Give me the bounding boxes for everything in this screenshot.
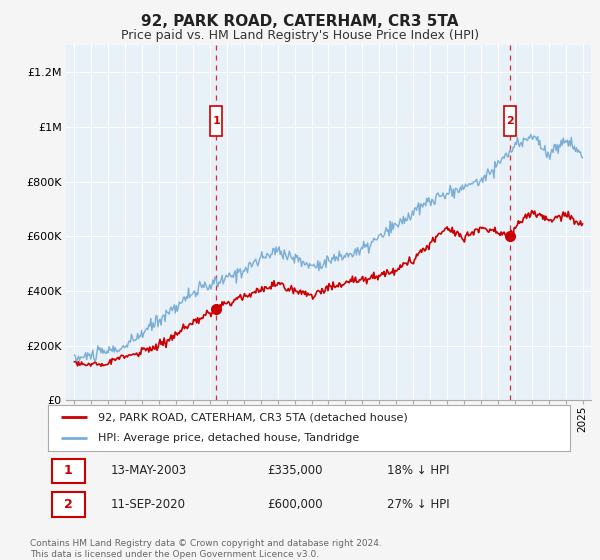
- Text: 92, PARK ROAD, CATERHAM, CR3 5TA (detached house): 92, PARK ROAD, CATERHAM, CR3 5TA (detach…: [98, 412, 407, 422]
- FancyBboxPatch shape: [210, 106, 222, 137]
- FancyBboxPatch shape: [504, 106, 515, 137]
- Text: 1: 1: [212, 116, 220, 127]
- Text: 13-MAY-2003: 13-MAY-2003: [110, 464, 187, 478]
- Text: 2: 2: [64, 498, 73, 511]
- Text: Price paid vs. HM Land Registry's House Price Index (HPI): Price paid vs. HM Land Registry's House …: [121, 29, 479, 42]
- FancyBboxPatch shape: [52, 492, 85, 517]
- FancyBboxPatch shape: [52, 459, 85, 483]
- Text: HPI: Average price, detached house, Tandridge: HPI: Average price, detached house, Tand…: [98, 433, 359, 444]
- Text: 1: 1: [64, 464, 73, 478]
- Text: 18% ↓ HPI: 18% ↓ HPI: [388, 464, 450, 478]
- Text: £600,000: £600,000: [267, 498, 323, 511]
- Text: 2: 2: [506, 116, 514, 127]
- Text: 92, PARK ROAD, CATERHAM, CR3 5TA: 92, PARK ROAD, CATERHAM, CR3 5TA: [141, 14, 459, 29]
- Text: Contains HM Land Registry data © Crown copyright and database right 2024.
This d: Contains HM Land Registry data © Crown c…: [30, 539, 382, 559]
- Text: £335,000: £335,000: [267, 464, 323, 478]
- Text: 27% ↓ HPI: 27% ↓ HPI: [388, 498, 450, 511]
- Text: 11-SEP-2020: 11-SEP-2020: [110, 498, 185, 511]
